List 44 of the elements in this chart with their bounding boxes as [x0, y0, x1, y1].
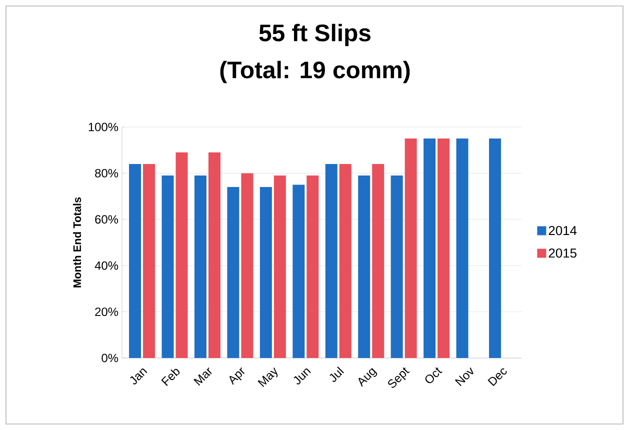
bar	[129, 164, 142, 358]
y-tick-label: 80%	[95, 168, 118, 178]
bar	[372, 164, 384, 358]
chart-subtitle: (Total: 19 comm)	[220, 60, 410, 84]
bar	[489, 138, 502, 358]
bar	[358, 176, 370, 358]
x-tick-label: Dec	[488, 368, 507, 386]
bar	[306, 176, 319, 358]
y-tick-label: 0%	[102, 354, 118, 362]
x-tick-label: Mar	[194, 367, 212, 386]
bar	[227, 187, 240, 358]
x-tick-label: Apr	[229, 367, 245, 385]
legend-label: 2015	[548, 248, 576, 258]
bar	[162, 176, 174, 358]
chart-title: 55 ft Slips	[259, 24, 370, 46]
bar	[241, 173, 254, 358]
x-tick-label: Jan	[130, 368, 148, 384]
bar	[325, 164, 338, 358]
x-tick-label: Oct	[425, 367, 442, 384]
x-tick-label: May	[258, 367, 278, 388]
bar	[424, 138, 436, 358]
x-tick-label: Aug	[358, 368, 378, 387]
bar	[176, 152, 188, 358]
x-tick-label: Jun	[294, 368, 311, 384]
y-tick-label: 20%	[95, 308, 118, 316]
y-axis-title: Month End Totals	[73, 197, 82, 288]
bar	[404, 138, 417, 358]
bar	[456, 138, 468, 358]
bar	[143, 164, 156, 358]
bar	[194, 176, 206, 358]
bar	[339, 164, 352, 358]
bar	[292, 184, 305, 358]
x-tick-label: Feb	[161, 368, 180, 386]
bar	[274, 176, 286, 358]
bar	[208, 152, 220, 358]
legend-label: 2014	[548, 226, 577, 236]
bar	[260, 187, 272, 358]
x-tick-label: Jul	[330, 366, 344, 382]
x-tick-label: Nov	[454, 367, 474, 386]
y-tick-label: 60%	[95, 215, 118, 224]
bar	[390, 176, 403, 358]
y-tick-label: 40%	[94, 261, 118, 270]
bar	[438, 138, 450, 358]
y-tick-label: 100%	[88, 122, 118, 132]
